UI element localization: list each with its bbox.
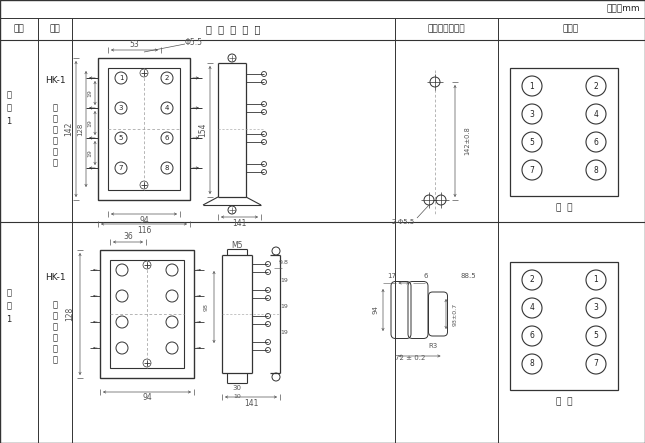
Text: 出: 出 [52, 311, 57, 320]
Text: 背  视: 背 视 [556, 397, 572, 407]
Bar [510, 68, 618, 196]
Text: 4: 4 [530, 303, 535, 312]
Text: 凸: 凸 [52, 104, 57, 113]
Text: 2-Φ5.5: 2-Φ5.5 [392, 219, 415, 225]
Text: 94: 94 [372, 306, 378, 315]
Bar [510, 262, 618, 390]
Text: 8: 8 [164, 165, 169, 171]
Text: 1: 1 [593, 276, 599, 284]
Text: 1: 1 [6, 117, 12, 125]
Text: 1: 1 [119, 75, 123, 81]
Text: 附: 附 [6, 288, 12, 298]
Text: 19: 19 [88, 149, 92, 157]
Text: 7: 7 [593, 360, 599, 369]
Text: 前: 前 [52, 136, 57, 145]
Text: 5: 5 [119, 135, 123, 141]
Bar [98, 58, 190, 200]
Text: 3: 3 [530, 109, 535, 118]
Text: 142: 142 [64, 122, 74, 136]
Text: 94: 94 [139, 215, 149, 225]
Text: 8: 8 [530, 360, 534, 369]
Text: 7: 7 [119, 165, 123, 171]
Text: 6: 6 [164, 135, 169, 141]
Text: 图: 图 [6, 302, 12, 311]
Text: 94: 94 [142, 393, 152, 403]
Text: 线: 线 [52, 159, 57, 167]
Text: 后: 后 [52, 334, 57, 342]
Text: 88.5: 88.5 [460, 273, 476, 279]
Text: 2: 2 [593, 82, 599, 90]
Text: 接: 接 [52, 148, 57, 156]
Text: 接: 接 [52, 345, 57, 354]
Text: 7: 7 [530, 166, 535, 175]
Text: 9.8: 9.8 [279, 260, 289, 264]
Text: 93±0.7: 93±0.7 [453, 303, 457, 326]
Text: 5: 5 [593, 331, 599, 341]
Text: 安装开孔尺寸图: 安装开孔尺寸图 [427, 24, 465, 34]
Text: 1: 1 [530, 82, 534, 90]
Text: 141: 141 [244, 399, 258, 408]
Bar [108, 68, 180, 190]
Text: 1: 1 [6, 315, 12, 323]
Text: 8: 8 [593, 166, 599, 175]
Text: 19: 19 [280, 330, 288, 335]
Text: 4: 4 [593, 109, 599, 118]
Text: 图: 图 [6, 104, 12, 113]
Text: 附: 附 [6, 90, 12, 100]
Text: 式: 式 [52, 323, 57, 331]
Text: 19: 19 [280, 304, 288, 310]
Text: 式: 式 [52, 125, 57, 135]
Text: 图号: 图号 [14, 24, 25, 34]
Text: 2: 2 [530, 276, 534, 284]
Text: 3: 3 [593, 303, 599, 312]
Text: 128: 128 [77, 122, 83, 136]
Text: 结构: 结构 [50, 24, 61, 34]
Bar [110, 260, 184, 368]
Text: Φ5.5: Φ5.5 [185, 38, 203, 47]
Text: 10: 10 [233, 393, 241, 399]
Text: 141: 141 [232, 218, 246, 228]
Text: 53: 53 [130, 39, 139, 48]
Text: 19: 19 [88, 119, 92, 127]
Text: 4: 4 [165, 105, 169, 111]
Text: 3: 3 [119, 105, 123, 111]
Text: 72 ± 0.2: 72 ± 0.2 [395, 355, 425, 361]
Text: 6: 6 [530, 331, 535, 341]
Text: M5: M5 [232, 241, 243, 249]
Text: 外  形  尺  寸  图: 外 形 尺 寸 图 [206, 24, 260, 34]
Text: 116: 116 [137, 225, 151, 234]
Text: 5: 5 [530, 137, 535, 147]
Text: 凸: 凸 [52, 300, 57, 310]
Text: 128: 128 [66, 307, 75, 321]
Text: 出: 出 [52, 114, 57, 124]
Text: 142±0.8: 142±0.8 [464, 127, 470, 155]
Text: 2: 2 [165, 75, 169, 81]
Text: 17: 17 [388, 273, 397, 279]
Text: 单位：mm: 单位：mm [606, 4, 640, 13]
Text: HK-1: HK-1 [45, 273, 65, 283]
Text: 前  视: 前 视 [556, 203, 572, 213]
Text: HK-1: HK-1 [45, 75, 65, 85]
Text: 154: 154 [199, 123, 208, 137]
Text: 30: 30 [232, 385, 241, 391]
Text: 19: 19 [280, 279, 288, 284]
Text: 36: 36 [123, 232, 133, 241]
Text: 6: 6 [593, 137, 599, 147]
Bar [100, 250, 194, 378]
Text: 端子图: 端子图 [563, 24, 579, 34]
Text: R3: R3 [428, 343, 437, 349]
Text: 98: 98 [204, 303, 208, 311]
Text: 6: 6 [424, 273, 428, 279]
Text: 线: 线 [52, 355, 57, 365]
Text: 19: 19 [88, 89, 92, 97]
